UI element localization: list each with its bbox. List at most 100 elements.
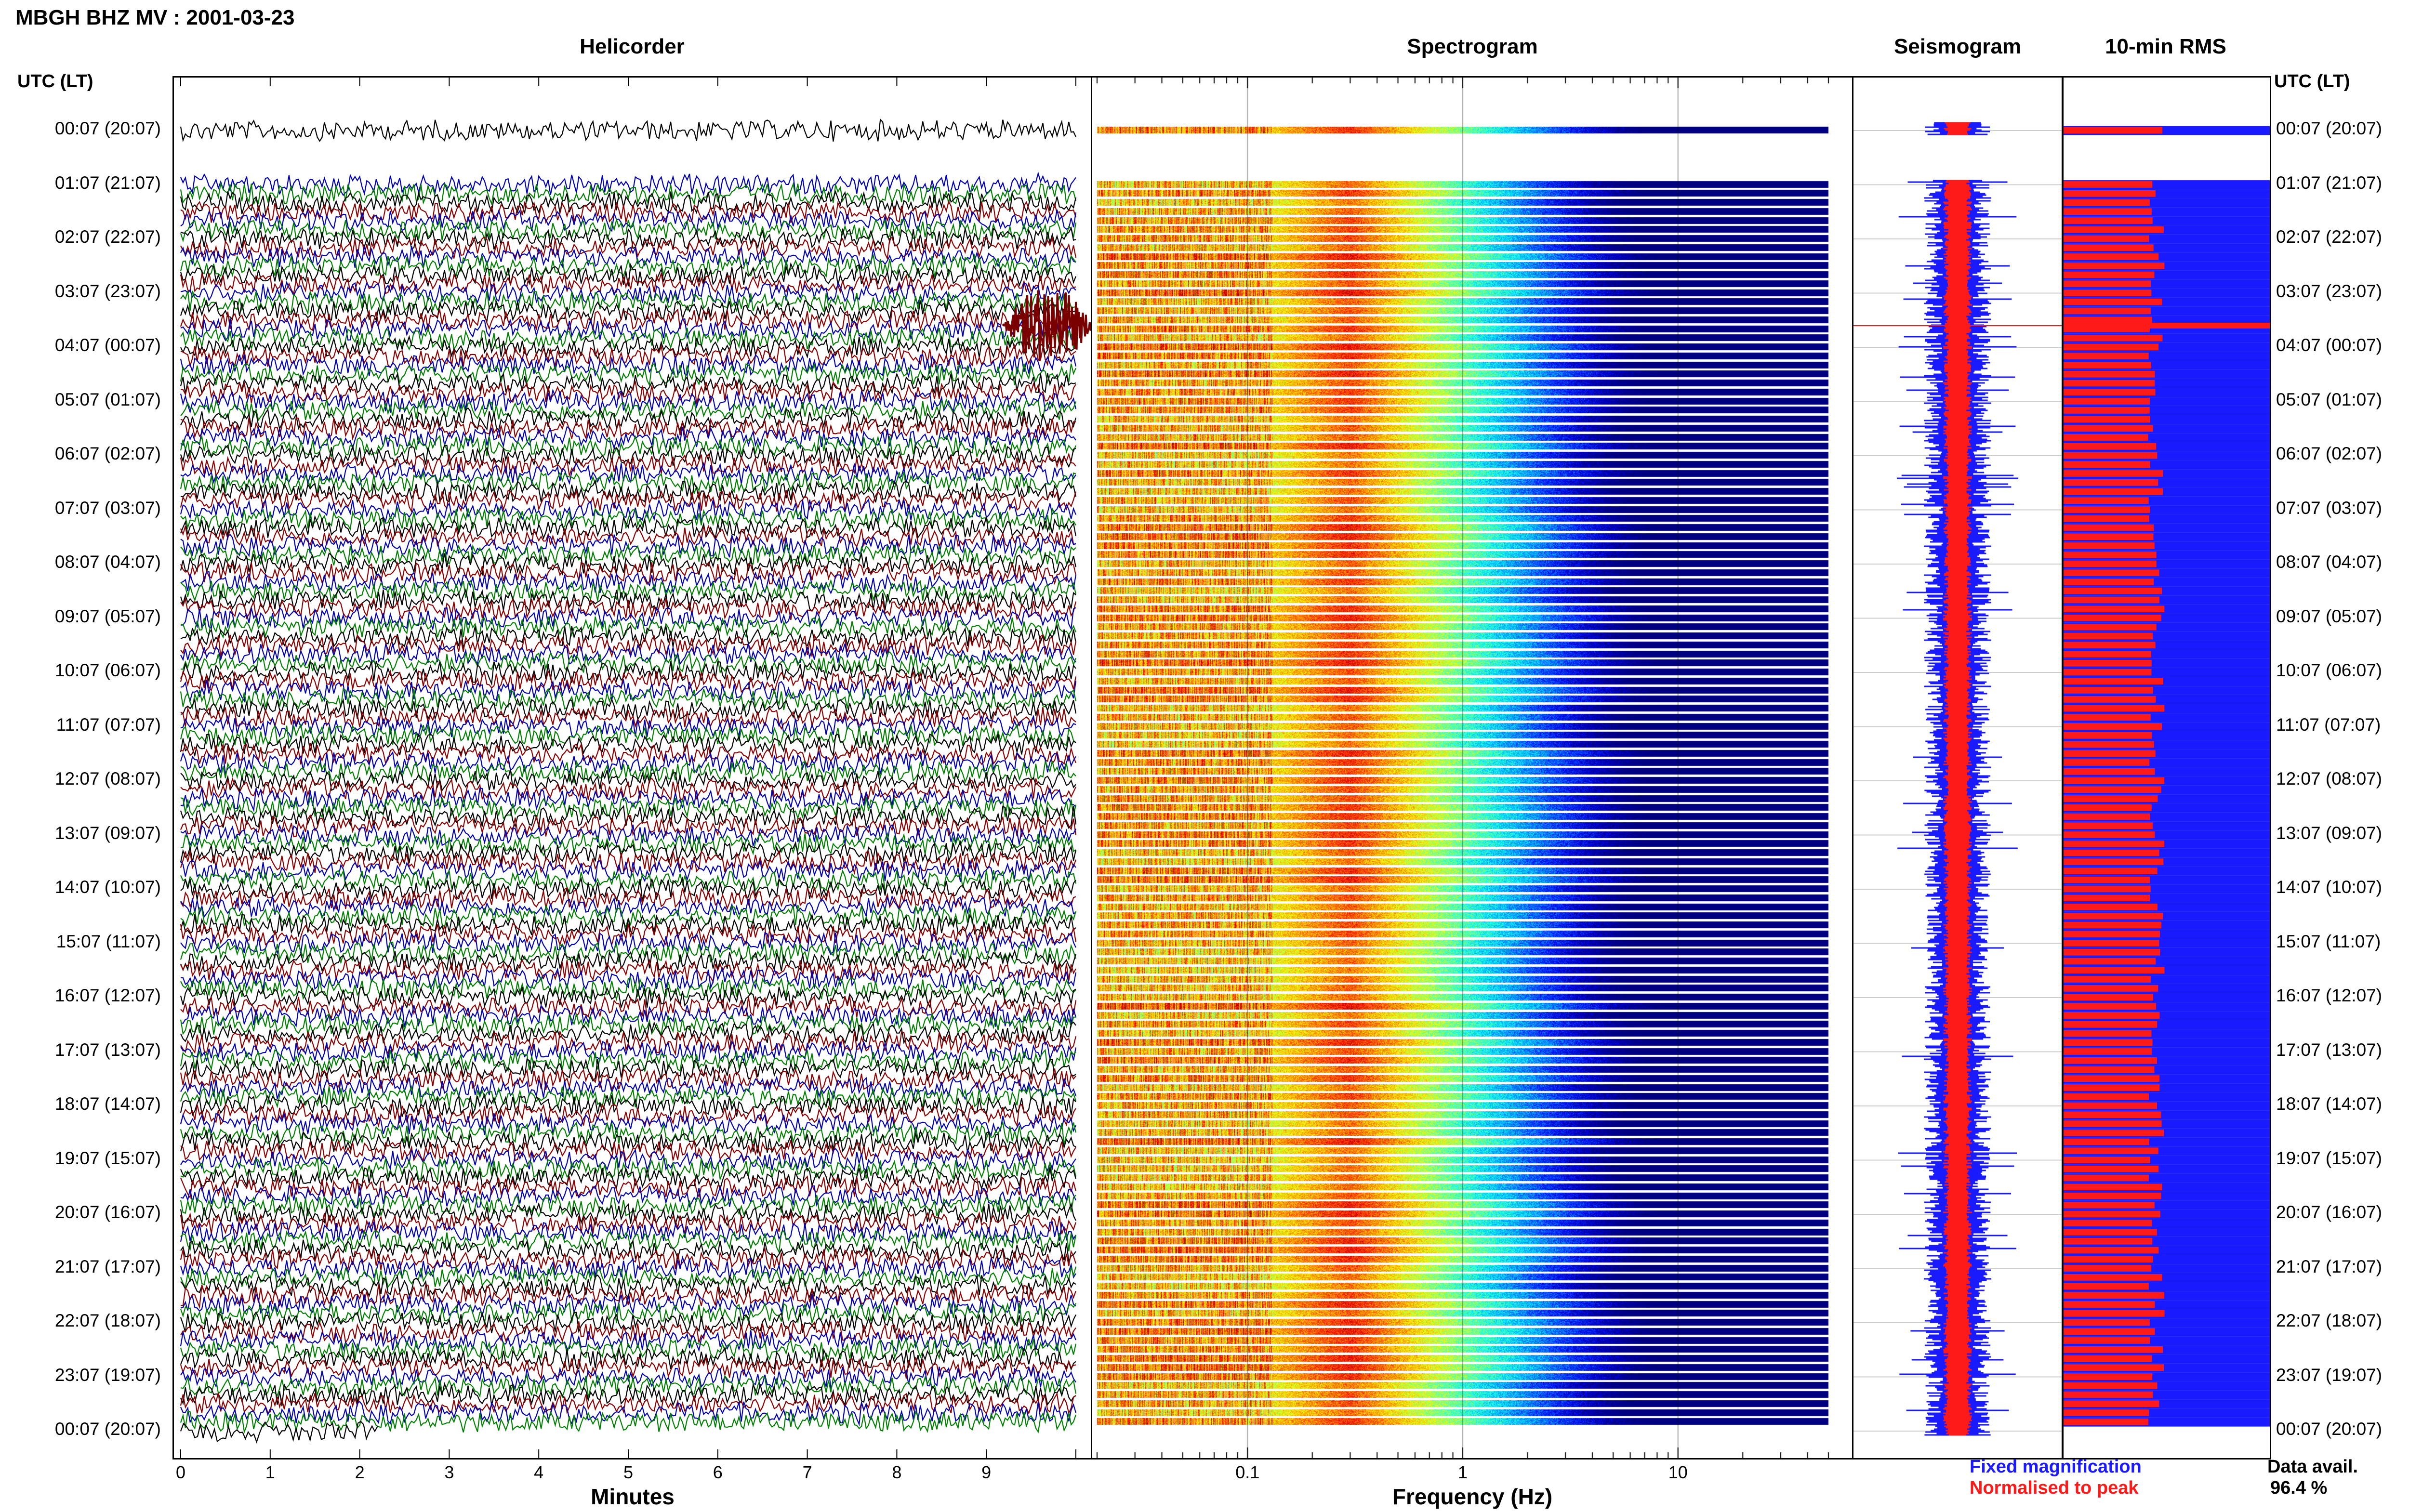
helicorder-trace (180, 966, 1077, 991)
rms-bar (2064, 1183, 2162, 1191)
helicorder-trace (180, 1012, 1076, 1037)
rms-bar (2064, 1292, 2165, 1299)
rms-bar (2064, 1310, 2165, 1317)
time-label-right: 13:07 (09:07) (2276, 823, 2383, 843)
helicorder-x-tick: 8 (892, 1462, 902, 1482)
helicorder-trace (180, 1373, 1077, 1399)
helicorder-trace (180, 1337, 1077, 1362)
rms-bar (2064, 226, 2164, 233)
data-availability-value: 96.4 % (2270, 1478, 2328, 1498)
rms-bar (2064, 479, 2158, 486)
rms-bar (2064, 253, 2159, 260)
rms-bar (2064, 723, 2162, 730)
helicorder-trace (180, 976, 1076, 1001)
rms-bar (2064, 289, 2152, 296)
rms-bar (2064, 904, 2158, 910)
helicorder-trace (180, 1166, 1077, 1191)
rms-bar (2064, 1048, 2152, 1055)
helicorder-trace (180, 118, 1076, 143)
helicorder-trace (180, 1068, 1076, 1091)
rms-bar (2064, 831, 2155, 838)
rms-bar (2064, 380, 2155, 387)
rms-bar (2064, 967, 2165, 974)
rms-bar (2064, 416, 2150, 423)
rms-bar (2064, 1319, 2150, 1326)
rms-bar (2064, 1012, 2160, 1019)
rms-bar (2064, 407, 2150, 414)
helicorder-trace (180, 444, 1076, 468)
helicorder-trace (180, 1194, 1076, 1218)
rms-bar (2064, 759, 2150, 766)
helicorder-trace (180, 995, 1077, 1020)
helicorder-trace (180, 705, 1076, 730)
rms-bar (2064, 623, 2157, 631)
helicorder-trace (180, 171, 1076, 197)
helicorder-trace (180, 353, 1077, 379)
helicorder-trace (180, 1085, 1077, 1110)
rms-bar (2064, 1247, 2159, 1254)
helicorder-trace (180, 787, 1076, 813)
time-label-right: 09:07 (05:07) (2276, 606, 2383, 626)
rms-bar (2064, 353, 2149, 360)
helicorder-trace (180, 616, 1077, 640)
rms-bar (2064, 768, 2155, 775)
helicorder-trace (180, 470, 1076, 494)
rms-bar (2064, 434, 2148, 441)
helicorder-trace (180, 849, 1077, 875)
rms-bar (2064, 362, 2151, 368)
rms-bar (2064, 948, 2160, 956)
rms-bar (2064, 1382, 2158, 1389)
rms-bar (2064, 940, 2159, 947)
rms-bar (2064, 786, 2161, 793)
rms-bar (2064, 1066, 2155, 1073)
helicorder-x-tick: 9 (981, 1462, 992, 1482)
time-label-left: 00:07 (20:07) (54, 118, 161, 138)
helicorder-trace (180, 1382, 1076, 1407)
rms-bar (2064, 1337, 2150, 1344)
time-label-right: 14:07 (10:07) (2276, 877, 2383, 897)
helicorder-trace (180, 1230, 1077, 1254)
helicorder-trace (180, 1320, 1076, 1344)
rms-bar (2064, 615, 2161, 621)
helicorder-trace (180, 1391, 1076, 1415)
helicorder-trace (180, 759, 1076, 785)
helicorder-trace (180, 280, 1076, 305)
helicorder-trace (180, 1266, 1077, 1289)
rms-bar (2064, 316, 2152, 324)
helicorder-x-tick: 4 (534, 1462, 544, 1482)
helicorder-trace (180, 651, 1077, 675)
time-label-left: 14:07 (10:07) (54, 877, 161, 897)
helicorder-trace (180, 489, 1077, 513)
rms-bar (2064, 669, 2152, 676)
rms-bar (2064, 1201, 2155, 1209)
helicorder-trace (180, 913, 1076, 937)
time-label-left: 02:07 (22:07) (54, 227, 161, 247)
rms-bar (2064, 542, 2155, 549)
helicorder-trace (180, 804, 1077, 829)
spectrogram-title: Spectrogram (1407, 35, 1538, 58)
time-label-left: 00:07 (20:07) (54, 1419, 161, 1439)
legend-normalised-to-peak: Normalised to peak (1970, 1478, 2139, 1498)
rms-bar (2064, 262, 2165, 269)
time-label-left: 11:07 (07:07) (56, 714, 161, 735)
time-label-left: 19:07 (15:07) (54, 1148, 161, 1168)
helicorder-trace (180, 824, 1076, 848)
rms-bar (2064, 813, 2150, 820)
helicorder-x-tick: 2 (355, 1462, 365, 1482)
helicorder-trace (180, 1283, 1077, 1309)
rms-bar (2064, 1039, 2153, 1046)
helicorder-trace (180, 479, 1077, 505)
left-axis-header: UTC (LT) (17, 71, 93, 92)
rms-bar (2064, 1355, 2152, 1362)
helicorder-trace (180, 388, 1077, 414)
rms-bar (2064, 587, 2162, 594)
rms-bar (2064, 921, 2162, 929)
rms-bar (2064, 1409, 2149, 1416)
rms-bar (2064, 1102, 2157, 1109)
seismogram-title: Seismogram (1893, 35, 2022, 58)
helicorder-trace (180, 876, 1076, 902)
time-label-left: 16:07 (12:07) (54, 986, 161, 1005)
time-label-left: 20:07 (16:07) (54, 1202, 161, 1222)
time-label-right: 10:07 (06:07) (2276, 660, 2383, 680)
rms-bar (2064, 1021, 2158, 1028)
